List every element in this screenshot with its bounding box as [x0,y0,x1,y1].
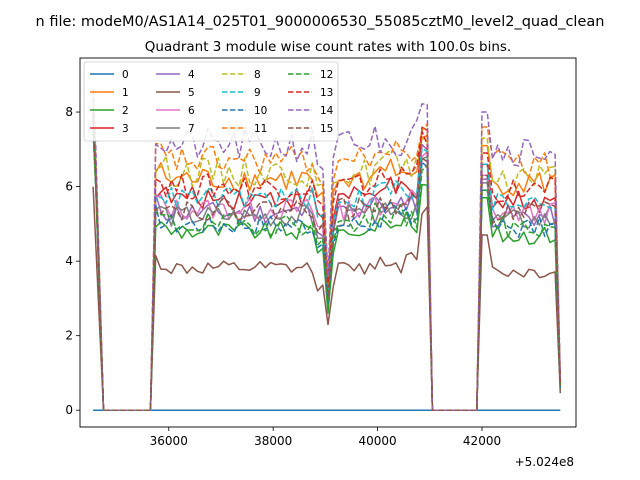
series-line-14 [92,89,562,411]
x-tick-label: 38000 [254,434,292,448]
legend-box [83,61,339,142]
x-tick-label: 42000 [463,434,501,448]
chart-title: Quadrant 3 module wise count rates with … [145,39,511,55]
legend-entry-6: 6 [188,105,195,117]
series-line-12 [92,130,562,411]
series-line-15 [92,119,562,411]
series-line-2 [92,126,562,411]
figure-suptitle: n file: modeM0/AS1A14_025T01_9000006530_… [36,14,605,30]
legend-entry-2: 2 [122,105,129,117]
x-tick-label: 40000 [359,434,397,448]
y-tick-label: 2 [65,329,73,343]
x-axis: 36000 38000 40000 42000 [150,427,501,448]
y-axis: 0 2 4 6 8 [65,105,80,417]
legend-entry-13: 13 [320,87,333,99]
plot-frame [79,57,577,428]
x-tick-label: 36000 [150,434,188,448]
series-line-11 [92,97,562,411]
legend-entry-11: 11 [254,123,267,135]
legend-entry-4: 4 [188,69,195,81]
y-tick-label: 8 [65,105,73,119]
x-offset-label: +5.024e8 [515,455,574,469]
series-line-5 [92,186,562,411]
legend-entry-1: 1 [122,87,129,99]
y-tick-label: 4 [65,254,73,268]
y-tick-label: 0 [65,403,73,417]
legend-entry-8: 8 [254,69,261,81]
legend-entry-7: 7 [188,123,195,135]
legend-entry-3: 3 [122,123,129,135]
y-tick-label: 6 [65,180,73,194]
legend-entry-9: 9 [254,87,261,99]
series-line-13 [92,111,562,411]
legend-entry-0: 0 [122,69,129,81]
series-lines [92,89,562,411]
legend-entry-5: 5 [188,87,195,99]
legend-entry-12: 12 [320,69,333,81]
legend-entry-14: 14 [320,105,334,117]
legend-entry-10: 10 [254,105,267,117]
legend-entry-15: 15 [320,123,333,135]
